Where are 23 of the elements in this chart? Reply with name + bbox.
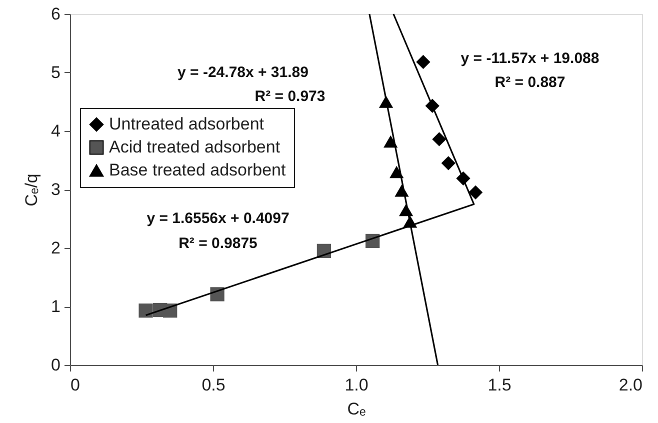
y-tick-label: 2 [51,238,60,258]
annotation: R² = 0.887 [494,74,566,91]
annotation: R² = 0.973 [254,88,326,105]
annotation: y = -11.57x + 19.088 [460,50,600,67]
legend-label: Untreated adsorbent [109,114,264,134]
annotation: R² = 0.9875 [178,235,258,252]
y-tick-label: 6 [51,4,60,24]
legend-label: Acid treated adsorbent [109,138,280,156]
x-axis-title: Cₑ [347,400,366,418]
y-tick-label: 4 [51,122,60,140]
x-tick-label: 0.5 [202,376,226,394]
y-tick-label: 5 [51,63,60,82]
y-tick-label: 3 [51,180,60,199]
y-tick-label: 1 [51,297,60,316]
annotation: y = 1.6556x + 0.4097 [146,210,290,227]
x-tick-label: 0 [70,376,80,394]
x-tick-label: 1.5 [488,376,512,394]
y-tick-label: 0 [51,356,60,374]
legend-label: Base treated adsorbent [109,160,286,180]
x-tick-label: 1.0 [344,376,368,394]
annotation: y = -24.78x + 31.89 [178,64,308,81]
y-axis-title: Cₑ/q [22,174,42,206]
x-tick-label: 2.0 [618,376,642,394]
